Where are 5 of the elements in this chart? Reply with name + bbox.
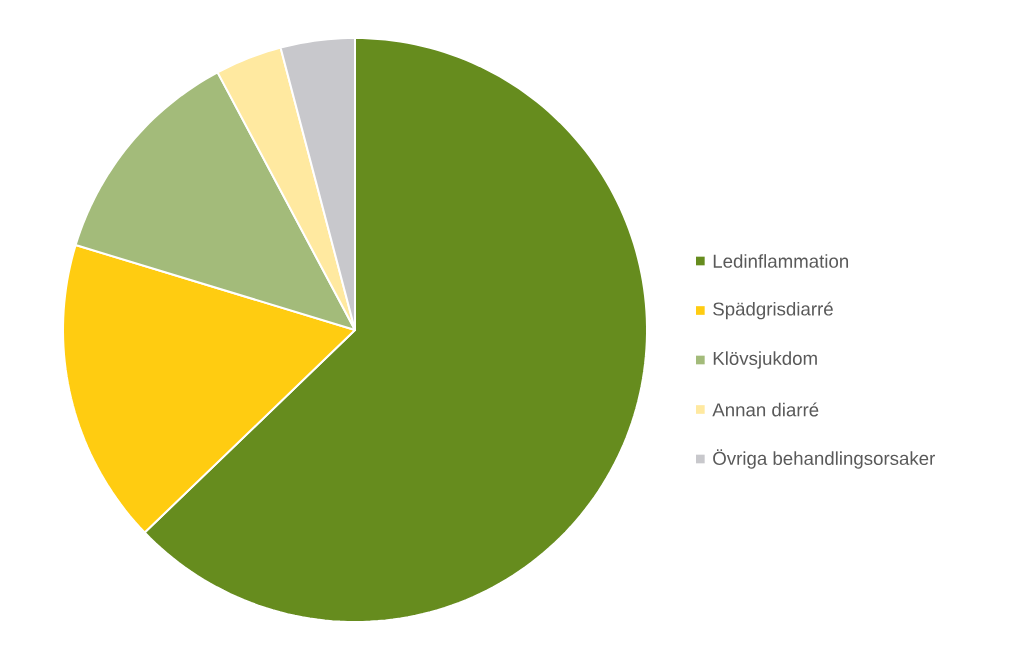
legend-label: Övriga behandlingsorsaker (713, 449, 935, 469)
legend-label: Klövsjukdom (713, 351, 817, 369)
legend-label: Annan diarré (712, 402, 819, 417)
legend-label: Ledinflammation (713, 254, 849, 268)
legend-label: Spädgrisdiarré (713, 301, 833, 320)
